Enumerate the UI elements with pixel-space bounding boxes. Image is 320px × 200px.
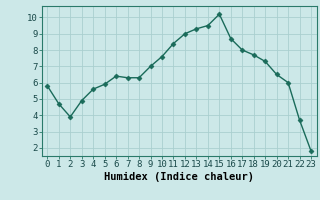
- X-axis label: Humidex (Indice chaleur): Humidex (Indice chaleur): [104, 172, 254, 182]
